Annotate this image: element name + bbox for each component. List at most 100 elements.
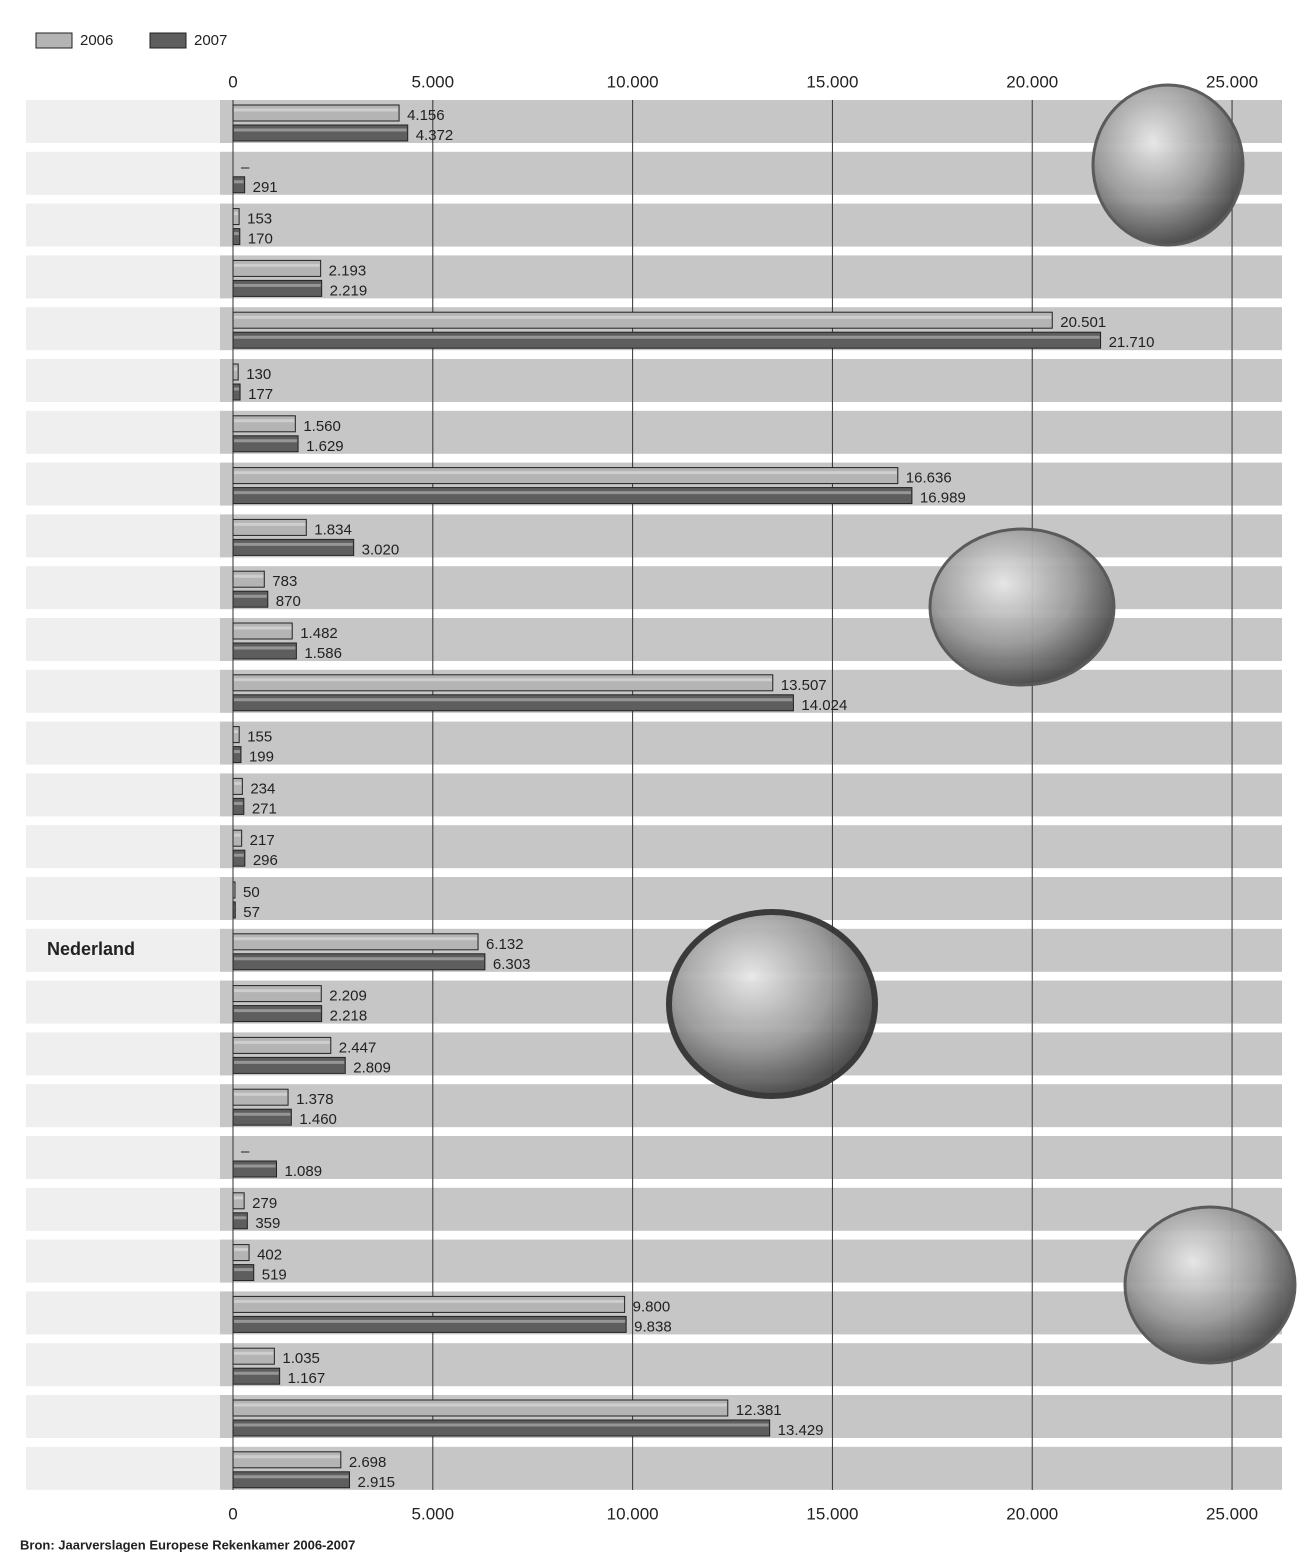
bar	[232, 1005, 323, 1023]
bar	[232, 694, 794, 712]
bar	[232, 881, 236, 899]
x-tick-label: 25.000	[1206, 72, 1258, 91]
row-band	[220, 1446, 1282, 1490]
bar	[232, 363, 239, 381]
label-cell	[26, 928, 220, 972]
label-cell	[26, 307, 220, 351]
value-label: 20.501	[1060, 314, 1106, 331]
label-cell	[26, 203, 220, 247]
label-cell	[26, 1395, 220, 1438]
label-cell	[26, 1136, 220, 1179]
bar	[232, 538, 355, 556]
x-tick-label: 0	[228, 72, 237, 91]
label-cell	[26, 618, 220, 661]
bar	[232, 467, 899, 485]
bar	[232, 383, 241, 401]
x-tick-label: 5.000	[412, 72, 455, 91]
value-label: 279	[252, 1195, 277, 1212]
bar	[232, 176, 246, 194]
value-label: 3.020	[362, 541, 400, 558]
label-cell	[26, 825, 220, 869]
value-label: 271	[252, 800, 277, 817]
value-label: 1.482	[300, 625, 338, 642]
value-label: 199	[249, 749, 274, 766]
coin-decoration	[666, 83, 1297, 1365]
bar	[232, 1036, 332, 1054]
value-label: 1.089	[285, 1163, 323, 1180]
bar	[232, 797, 245, 815]
value-label: –	[241, 1143, 250, 1160]
bar	[232, 1399, 729, 1417]
x-tick-label: 20.000	[1006, 1504, 1058, 1523]
label-cell	[26, 151, 220, 195]
label-cell	[26, 721, 220, 765]
value-label: 402	[257, 1247, 282, 1264]
label-cell	[26, 1239, 220, 1283]
bar	[232, 487, 913, 505]
label-cell	[26, 100, 220, 143]
value-label: 155	[247, 729, 272, 746]
value-label: 9.838	[634, 1318, 672, 1335]
value-label: 1.586	[304, 645, 342, 662]
coin	[666, 909, 878, 1099]
bar	[232, 518, 307, 536]
bar	[232, 590, 269, 608]
bar	[232, 1471, 350, 1489]
value-label: –	[241, 159, 250, 176]
value-label: 2.698	[349, 1454, 387, 1471]
value-label: 296	[253, 852, 278, 869]
row-band	[220, 618, 1282, 661]
value-label: 57	[243, 904, 260, 921]
bar	[232, 1367, 281, 1385]
bar	[232, 208, 240, 226]
value-label: 2.809	[353, 1059, 391, 1076]
row-band	[220, 359, 1282, 402]
value-label: 217	[250, 832, 275, 849]
bar	[232, 1212, 248, 1230]
value-label: 1.460	[299, 1111, 337, 1128]
value-label: 359	[255, 1215, 280, 1232]
bar	[232, 849, 246, 867]
label-cell	[26, 410, 220, 454]
bar	[232, 228, 241, 246]
value-label: 1.167	[288, 1370, 326, 1387]
label-cell	[26, 1084, 220, 1128]
coin	[1091, 83, 1245, 247]
bar	[232, 674, 774, 692]
bar	[232, 1347, 275, 1365]
x-tick-label: 0	[228, 1504, 237, 1523]
label-cell	[26, 669, 220, 713]
label-cell	[26, 1187, 220, 1231]
value-label: 4.156	[407, 107, 445, 124]
row-band	[220, 1239, 1282, 1283]
bar	[232, 777, 243, 795]
label-cell	[26, 773, 220, 817]
legend-swatch	[35, 32, 73, 49]
row-band	[220, 721, 1282, 765]
bar	[232, 1315, 627, 1333]
value-label: 1.560	[303, 418, 341, 435]
value-label: 2.218	[330, 1008, 368, 1025]
bar	[232, 331, 1102, 349]
bar	[232, 1244, 250, 1262]
bar	[232, 279, 323, 297]
value-label: 2.447	[339, 1039, 377, 1056]
value-label: 9.800	[633, 1298, 671, 1315]
bar	[232, 1264, 255, 1282]
bar	[232, 1160, 278, 1178]
value-label: 16.989	[920, 490, 966, 507]
row-band	[220, 1187, 1282, 1231]
value-label: 2.209	[329, 988, 367, 1005]
label-cell	[26, 1291, 220, 1335]
value-label: 2.915	[357, 1474, 395, 1491]
bar	[232, 901, 236, 919]
row-band	[220, 1343, 1282, 1387]
value-label: 6.132	[486, 936, 524, 953]
label-cell	[26, 1446, 220, 1490]
value-label: 1.378	[296, 1091, 334, 1108]
bar	[232, 1056, 346, 1074]
value-label: 519	[262, 1267, 287, 1284]
value-label: 1.629	[306, 438, 344, 455]
